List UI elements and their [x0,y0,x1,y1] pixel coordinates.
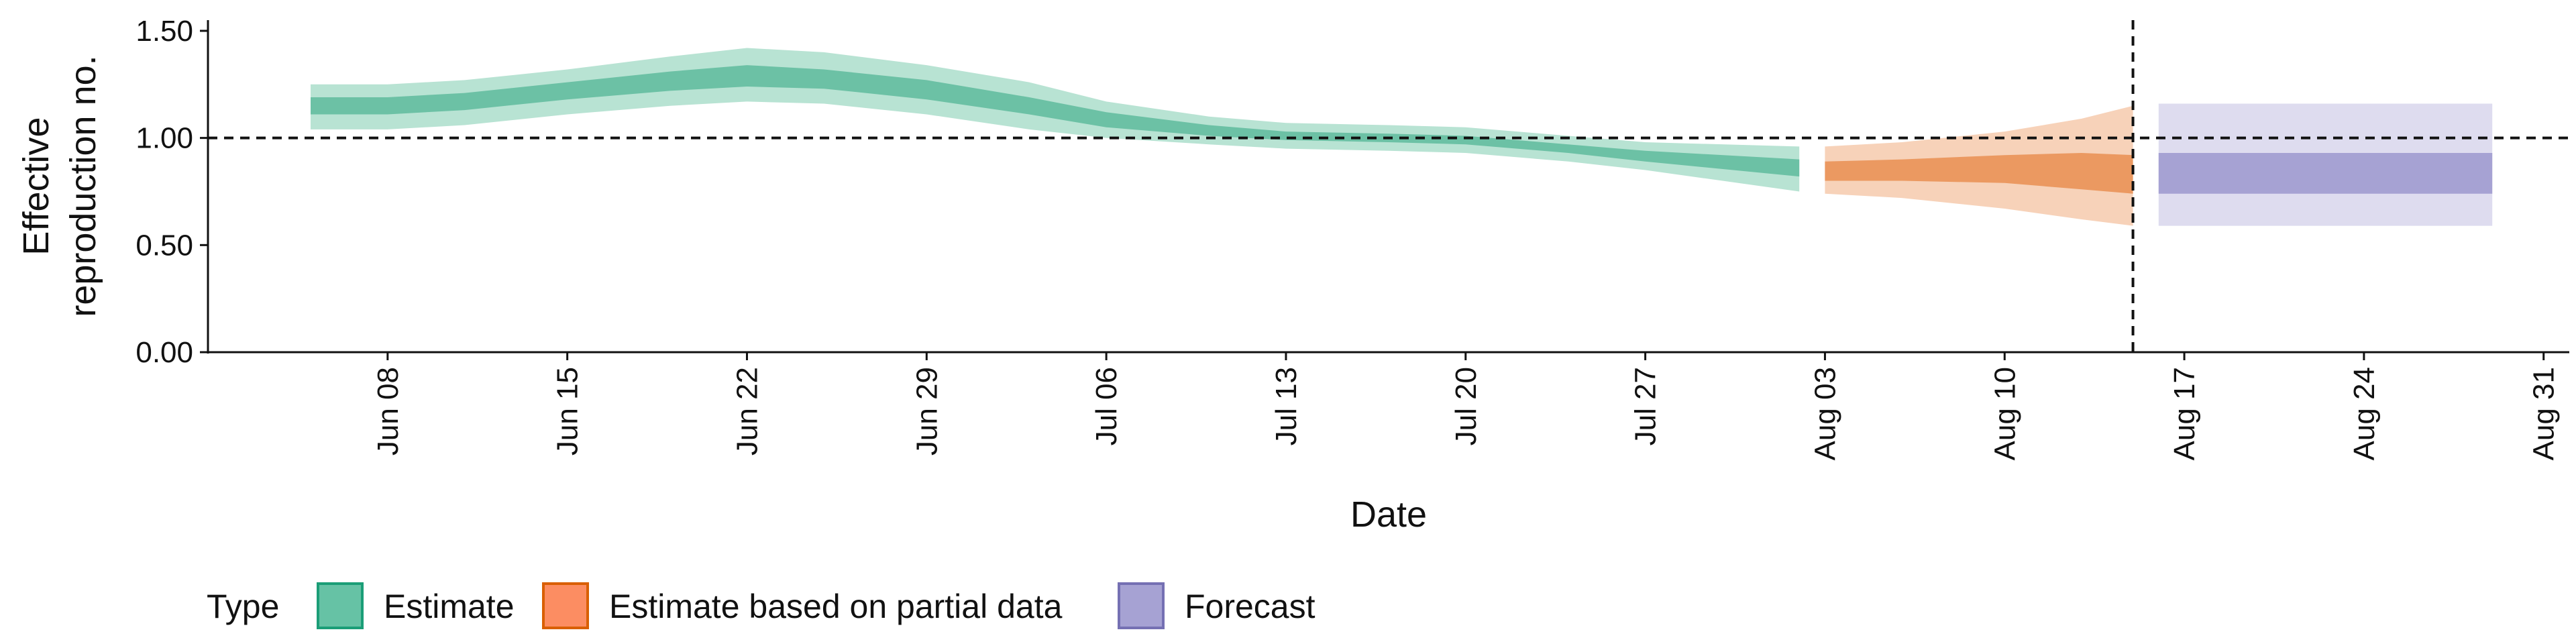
ribbon-forecast-50 [2158,153,2493,194]
legend-key [542,582,589,629]
y-tick-label: 1.50 [136,15,193,48]
x-tick-label: Aug 24 [2348,367,2381,460]
legend-label: Forecast [1185,588,1316,625]
series-estimate [311,48,1800,192]
x-tick-label: Aug 10 [1988,367,2021,460]
ribbon-estimate-based-on-partial-data-50 [1825,153,2133,194]
x-tick-label: Aug 17 [2168,367,2201,460]
y-tick-label: 0.00 [136,336,193,369]
x-tick-label: Jul 06 [1090,367,1123,445]
x-tick-label: Jul 13 [1270,367,1303,445]
y-axis-title: Effective reproduction no. [16,55,103,317]
x-tick-label: Jul 20 [1450,367,1483,445]
reference-lines [208,20,2569,352]
x-tick-label: Jun 08 [372,367,405,455]
axes: 0.00 0.50 1.00 1.50 Jun 08 Jun 15 Jun 22 Jun 29… [16,15,2569,535]
legend: Type Estimate Estimate based on partial da… [207,582,1316,629]
y-tick-label: 0.50 [136,229,193,262]
y-tick-label: 1.00 [136,122,193,155]
legend-label: Estimate [384,588,515,625]
y-axis-title-line: reproduction no. [63,55,103,317]
legend-key [317,582,364,629]
x-tick-label: Jun 29 [910,367,943,455]
x-tick-label: Jun 15 [551,367,584,455]
series-estimate-based-on-partial-data [1825,105,2133,226]
x-tick-label: Aug 03 [1809,367,1841,460]
legend-title: Type [207,588,279,625]
y-axis-title-line: Effective [16,117,56,255]
x-tick-label: Jul 27 [1629,367,1662,445]
legend-label: Estimate based on partial data [609,588,1063,625]
x-tick-label: Jun 22 [731,367,763,455]
ribbon-estimate-90 [311,48,1800,192]
legend-key [1118,582,1165,629]
ribbons [311,48,2493,226]
series-forecast [2158,103,2493,226]
x-tick-label: Aug 31 [2528,367,2561,460]
x-axis-title: Date [1350,494,1427,535]
